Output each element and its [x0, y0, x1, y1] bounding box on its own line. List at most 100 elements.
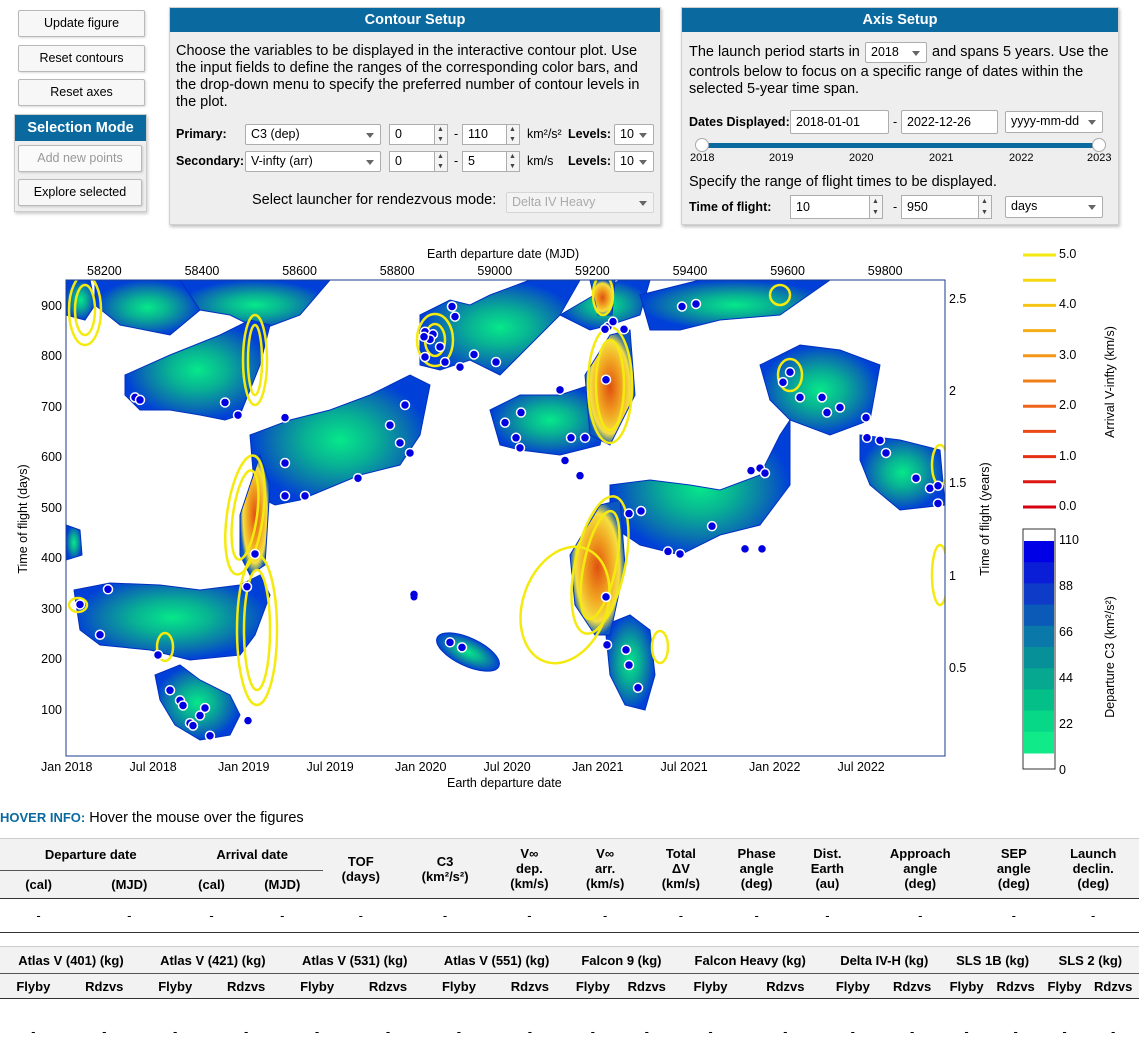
- trajectory-point[interactable]: [102, 584, 114, 595]
- trajectory-point[interactable]: [279, 412, 291, 423]
- primary-levels-select[interactable]: 10: [614, 124, 654, 145]
- trajectory-point[interactable]: [454, 361, 466, 373]
- tof-max-input[interactable]: 950: [901, 195, 979, 219]
- trajectory-point[interactable]: [554, 384, 566, 396]
- trajectory-point[interactable]: [232, 409, 244, 421]
- trajectory-point[interactable]: [499, 417, 511, 428]
- tof-min-input[interactable]: 10: [790, 195, 870, 219]
- trajectory-point[interactable]: [241, 581, 253, 593]
- trajectory-point[interactable]: [674, 548, 686, 560]
- trajectory-point[interactable]: [204, 730, 216, 741]
- trajectory-point[interactable]: [607, 316, 619, 327]
- trajectory-point[interactable]: [410, 593, 418, 601]
- primary-min-input[interactable]: 0: [389, 124, 435, 145]
- trajectory-point[interactable]: [199, 702, 211, 714]
- trajectory-point[interactable]: [834, 402, 846, 413]
- trajectory-point[interactable]: [74, 599, 86, 610]
- trajectory-point[interactable]: [404, 447, 416, 459]
- trajectory-point[interactable]: [861, 432, 873, 444]
- trajectory-point[interactable]: [690, 298, 702, 310]
- trajectory-point[interactable]: [932, 498, 944, 509]
- primary-max-input[interactable]: 110: [462, 124, 508, 145]
- trajectory-point[interactable]: [219, 397, 231, 408]
- secondary-max-stepper[interactable]: ▲ ▼: [506, 151, 520, 172]
- start-year-select[interactable]: 2018: [865, 42, 927, 63]
- trajectory-point[interactable]: [434, 341, 446, 353]
- table-row[interactable]: ------------------: [0, 998, 1139, 1039]
- trajectory-point[interactable]: [739, 543, 751, 555]
- trajectory-point[interactable]: [279, 457, 291, 469]
- trajectory-point[interactable]: [601, 639, 613, 651]
- add-new-points-button[interactable]: Add new points: [18, 145, 142, 172]
- trajectory-point[interactable]: [384, 419, 396, 431]
- trajectory-point[interactable]: [635, 505, 647, 517]
- trajectory-point[interactable]: [194, 710, 206, 721]
- trajectory-point[interactable]: [706, 520, 718, 532]
- launcher-select[interactable]: Delta IV Heavy: [506, 192, 654, 213]
- primary-min-stepper[interactable]: ▲ ▼: [434, 124, 448, 145]
- trajectory-point[interactable]: [134, 394, 146, 406]
- trajectory-point[interactable]: [242, 715, 254, 726]
- slider-end-handle[interactable]: [1092, 138, 1106, 152]
- trajectory-point[interactable]: [745, 465, 757, 476]
- primary-variable-select[interactable]: C3 (dep): [245, 124, 381, 145]
- trajectory-point[interactable]: [600, 591, 612, 603]
- explore-selected-button[interactable]: Explore selected: [18, 179, 142, 206]
- trajectory-point[interactable]: [152, 649, 164, 661]
- trajectory-point[interactable]: [777, 377, 789, 388]
- trajectory-point[interactable]: [623, 659, 635, 671]
- trajectory-point[interactable]: [784, 366, 796, 378]
- secondary-min-stepper[interactable]: ▲ ▼: [434, 151, 448, 172]
- trajectory-point[interactable]: [579, 432, 591, 444]
- primary-max-stepper[interactable]: ▲ ▼: [506, 124, 520, 145]
- trajectory-point[interactable]: [164, 685, 176, 696]
- trajectory-point[interactable]: [418, 331, 430, 343]
- trajectory-point[interactable]: [623, 508, 635, 519]
- trajectory-point[interactable]: [676, 301, 688, 312]
- trajectory-point[interactable]: [446, 301, 458, 312]
- trajectory-point[interactable]: [515, 407, 527, 418]
- trajectory-point[interactable]: [880, 447, 892, 459]
- tof-unit-select[interactable]: days: [1005, 196, 1103, 218]
- date-range-slider[interactable]: [700, 143, 1100, 148]
- trajectory-point[interactable]: [187, 720, 199, 731]
- trajectory-point[interactable]: [565, 432, 577, 444]
- trajectory-point[interactable]: [490, 356, 502, 368]
- trajectory-point[interactable]: [559, 455, 571, 466]
- trajectory-point[interactable]: [449, 311, 461, 322]
- trajectory-point[interactable]: [419, 351, 431, 363]
- update-figure-button[interactable]: Update figure: [18, 10, 145, 37]
- reset-contours-button[interactable]: Reset contours: [18, 45, 145, 72]
- slider-start-handle[interactable]: [695, 138, 709, 152]
- trajectory-point[interactable]: [352, 472, 364, 484]
- tof-min-stepper[interactable]: ▲ ▼: [869, 195, 883, 219]
- trajectory-point[interactable]: [599, 323, 611, 335]
- trajectory-point[interactable]: [932, 480, 944, 492]
- trajectory-point[interactable]: [821, 407, 833, 418]
- trajectory-point[interactable]: [632, 682, 644, 694]
- reset-axes-button[interactable]: Reset axes: [18, 79, 145, 106]
- trajectory-point[interactable]: [444, 637, 456, 648]
- trajectory-point[interactable]: [794, 392, 806, 403]
- secondary-levels-select[interactable]: 10: [614, 151, 654, 172]
- trajectory-point[interactable]: [759, 467, 771, 479]
- trajectory-point[interactable]: [574, 470, 586, 481]
- trajectory-point[interactable]: [456, 642, 468, 653]
- trajectory-points[interactable]: [74, 298, 944, 741]
- secondary-variable-select[interactable]: V-infty (arr): [245, 151, 381, 172]
- trajectory-point[interactable]: [618, 323, 630, 335]
- secondary-min-input[interactable]: 0: [389, 151, 435, 172]
- trajectory-point[interactable]: [394, 437, 406, 449]
- table-row[interactable]: --------------: [0, 898, 1139, 933]
- secondary-max-input[interactable]: 5: [462, 151, 508, 172]
- trajectory-point[interactable]: [439, 356, 451, 368]
- trajectory-point[interactable]: [468, 349, 480, 360]
- porkchop-plot[interactable]: [0, 235, 1139, 795]
- trajectory-point[interactable]: [874, 435, 886, 446]
- trajectory-point[interactable]: [860, 412, 872, 423]
- trajectory-point[interactable]: [756, 543, 768, 555]
- trajectory-point[interactable]: [299, 490, 311, 502]
- trajectory-point[interactable]: [249, 548, 261, 560]
- trajectory-point[interactable]: [399, 399, 411, 411]
- trajectory-point[interactable]: [279, 490, 291, 502]
